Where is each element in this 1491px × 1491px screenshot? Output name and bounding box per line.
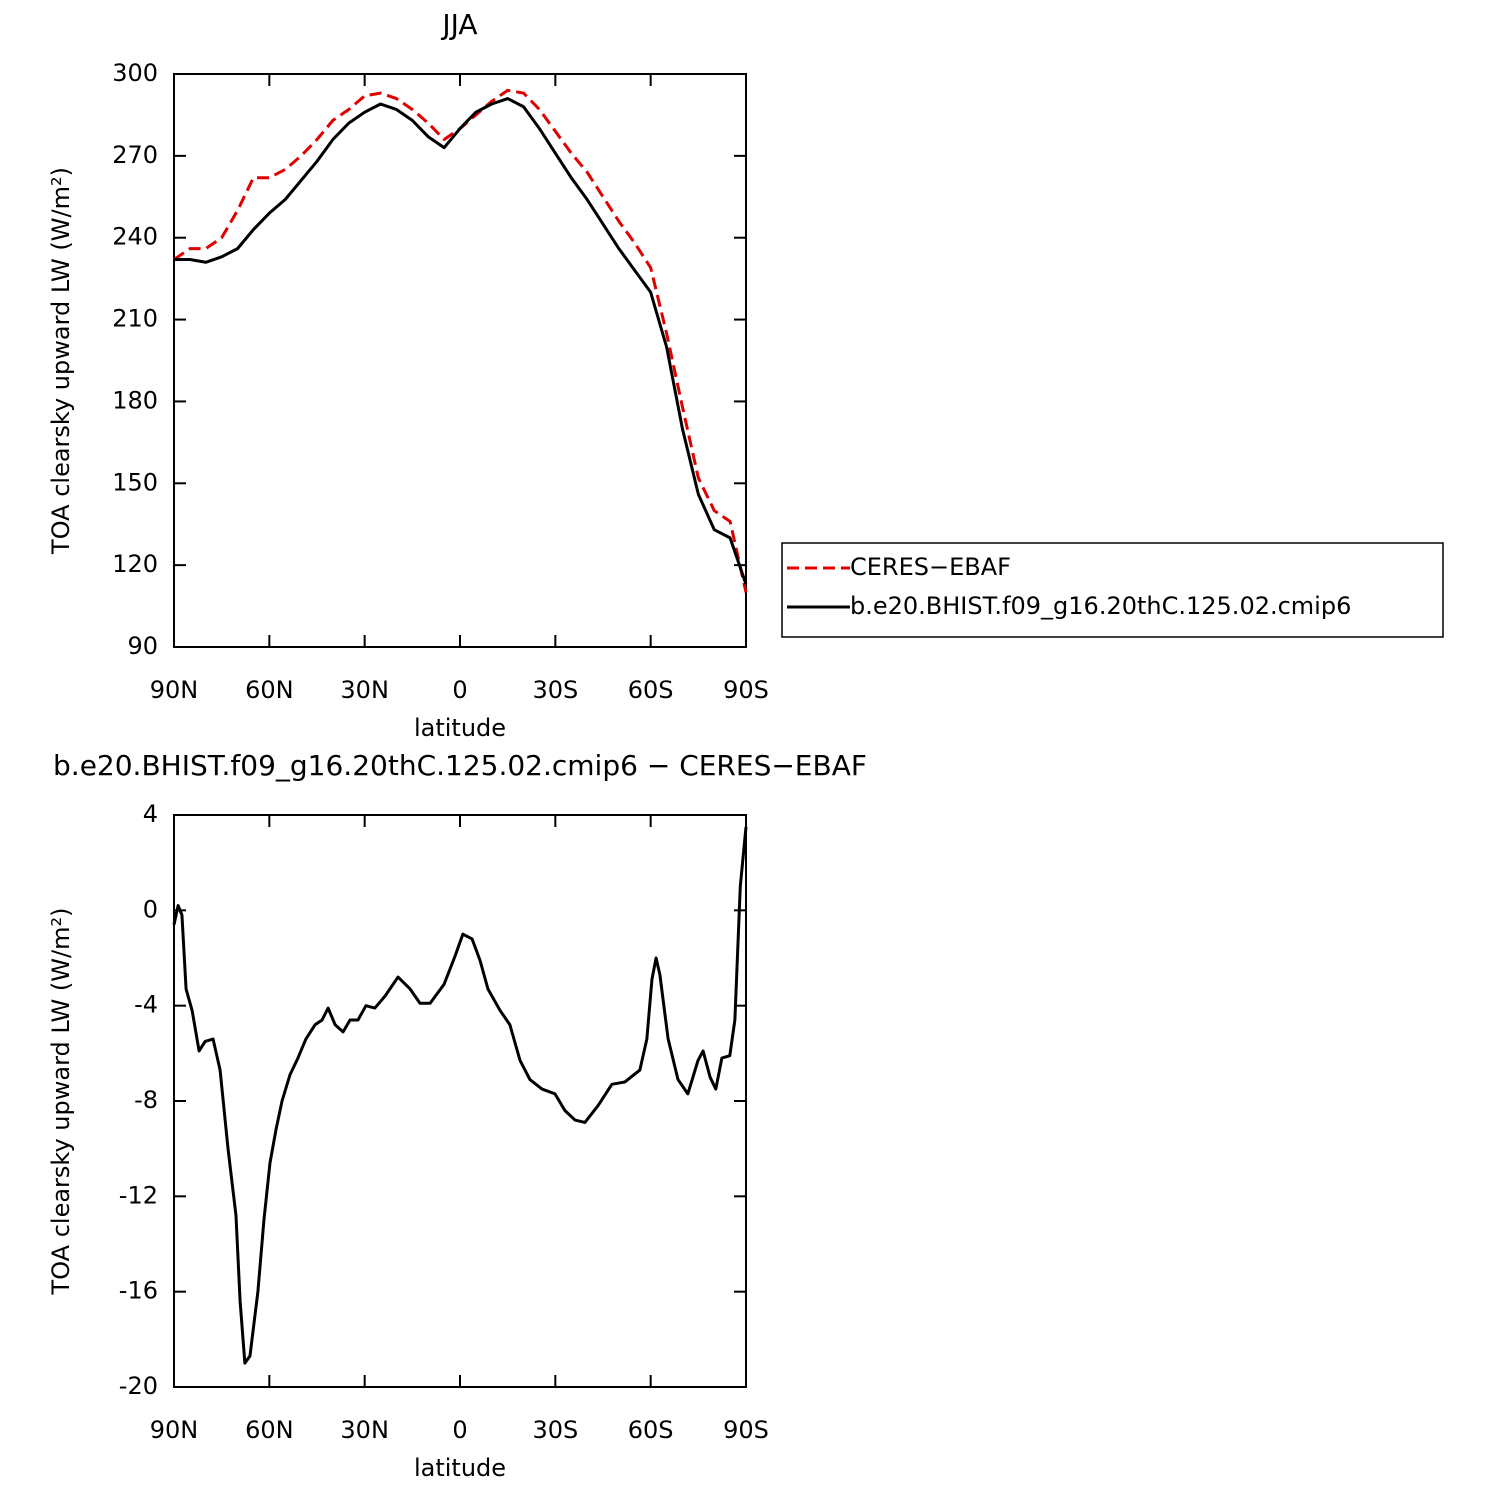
- data-line: [172, 826, 748, 1365]
- x-tick-label: 0: [452, 676, 467, 704]
- data-line: [174, 97, 748, 585]
- x-axis-label: latitude: [414, 714, 506, 742]
- x-tick-label: 90S: [723, 676, 769, 704]
- y-tick-label: 210: [112, 305, 158, 333]
- x-tick-label: 90N: [150, 676, 199, 704]
- y-tick-label: 0: [143, 895, 158, 923]
- y-tick-label: 270: [112, 141, 158, 169]
- x-tick-label: 60N: [245, 1416, 294, 1444]
- x-tick-label: 60N: [245, 676, 294, 704]
- y-tick-label: 240: [112, 223, 158, 251]
- y-axis-label: TOA clearsky upward LW (W/m²): [47, 908, 75, 1296]
- y-tick-label: -4: [134, 991, 158, 1019]
- y-tick-label: 90: [127, 632, 158, 660]
- y-tick-label: 150: [112, 468, 158, 496]
- y-tick-label: 180: [112, 386, 158, 414]
- legend-label: b.e20.BHIST.f09_g16.20thC.125.02.cmip6: [850, 592, 1351, 620]
- x-tick-label: 60S: [628, 1416, 674, 1444]
- chart-title: b.e20.BHIST.f09_g16.20thC.125.02.cmip6 −…: [53, 749, 867, 782]
- data-line: [173, 88, 748, 593]
- y-tick-label: 300: [112, 59, 158, 87]
- y-tick-label: 4: [143, 800, 158, 828]
- y-axis-label: TOA clearsky upward LW (W/m²): [47, 167, 75, 555]
- chart-title: JJA: [440, 8, 477, 41]
- plot-frame: [173, 73, 747, 648]
- x-tick-label: 90N: [150, 1416, 199, 1444]
- x-tick-label: 90S: [723, 1416, 769, 1444]
- x-axis-label: latitude: [414, 1454, 506, 1482]
- x-tick-label: 30N: [340, 1416, 389, 1444]
- y-tick-label: -20: [119, 1372, 158, 1400]
- y-tick-label: 120: [112, 550, 158, 578]
- y-tick-label: -12: [119, 1181, 158, 1209]
- legend-box: [781, 542, 1444, 638]
- y-tick-label: -16: [119, 1277, 158, 1305]
- legend-label: CERES−EBAF: [850, 553, 1011, 581]
- x-tick-label: 30S: [532, 1416, 578, 1444]
- plot-frame: [173, 814, 747, 1388]
- x-tick-label: 30S: [532, 676, 578, 704]
- x-tick-label: 60S: [628, 676, 674, 704]
- x-tick-label: 30N: [340, 676, 389, 704]
- y-tick-label: -8: [134, 1086, 158, 1114]
- x-tick-label: 0: [452, 1416, 467, 1444]
